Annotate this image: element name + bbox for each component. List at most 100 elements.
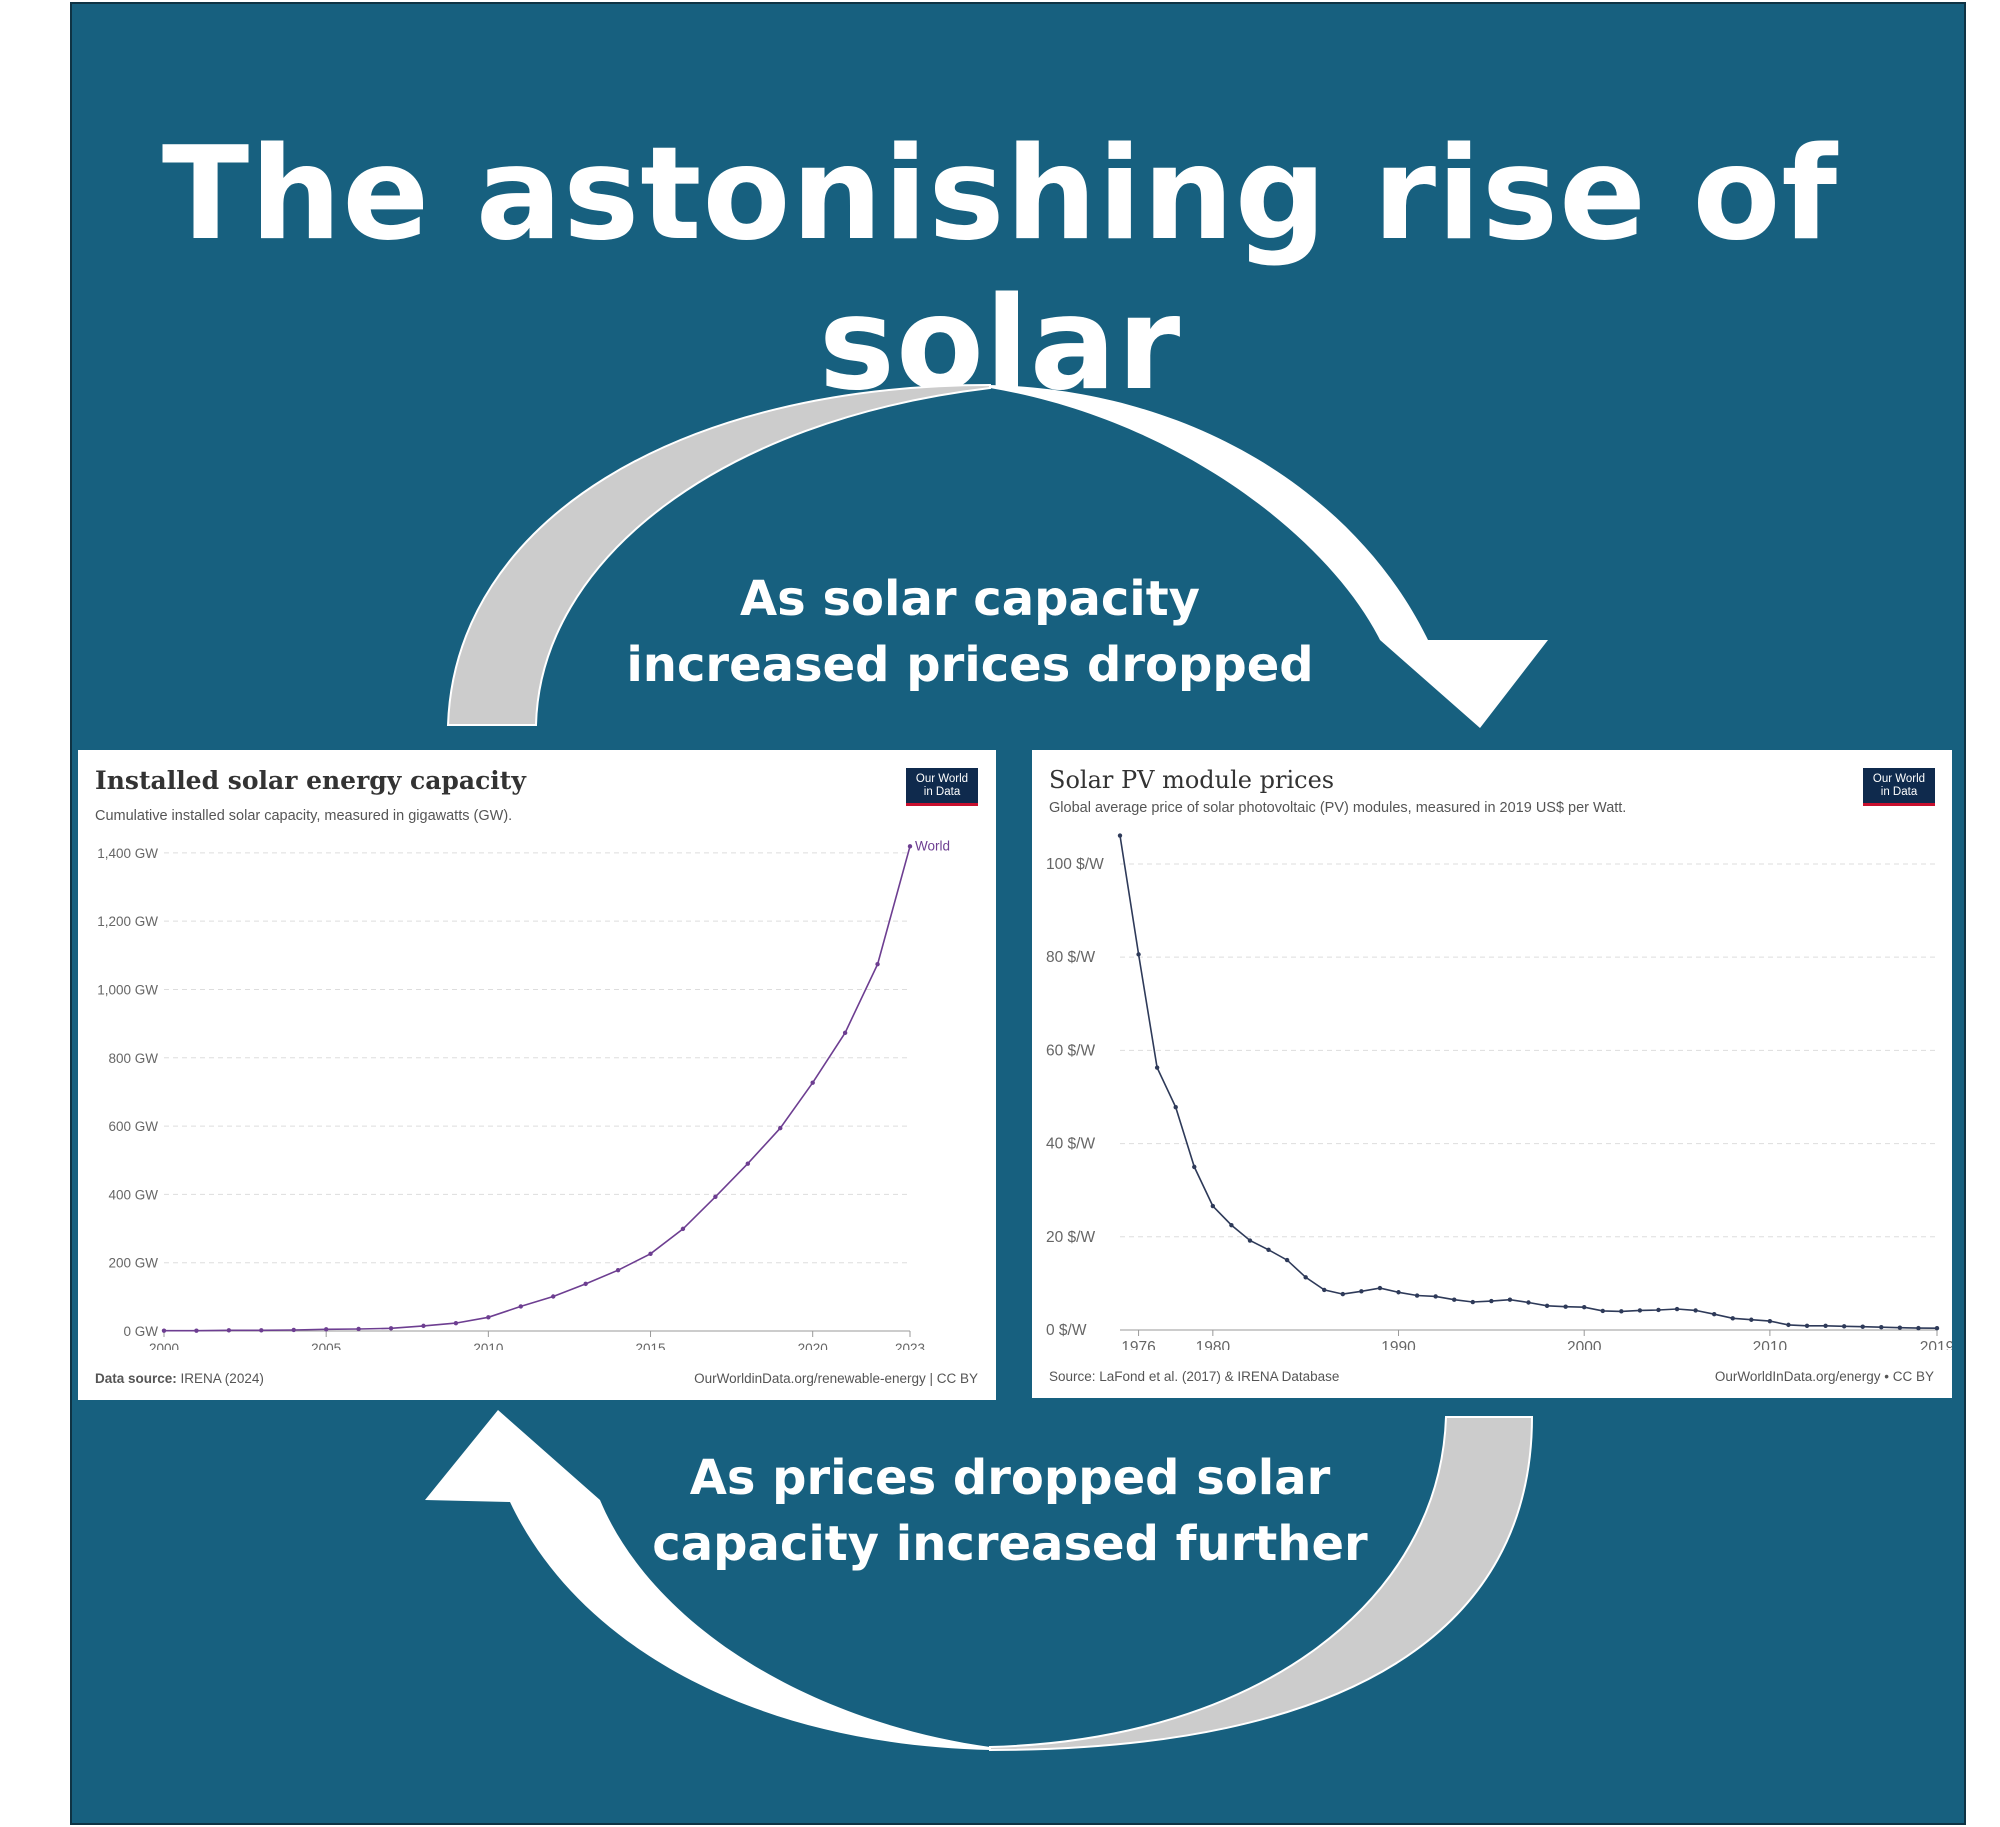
data-point: [1396, 1290, 1401, 1295]
data-point: [356, 1326, 361, 1332]
data-point: [453, 1320, 459, 1326]
data-point: [1154, 1065, 1160, 1070]
data-point: [1377, 1285, 1383, 1291]
data-point: [194, 1328, 199, 1333]
data-point: [1897, 1325, 1903, 1330]
caption-top: As solar capacity increased prices dropp…: [570, 566, 1370, 698]
data-point: [1136, 952, 1141, 957]
data-point: [1600, 1308, 1605, 1314]
series-label: World: [915, 838, 950, 853]
owid-logo[interactable]: Our World in Data: [1863, 768, 1935, 806]
chart-source: Source: LaFond et al. (2017) & IRENA Dat…: [1049, 1369, 1340, 1384]
y-tick-label: 800 GW: [108, 1051, 158, 1066]
x-tick-label: 1990: [1381, 1339, 1416, 1350]
x-tick-label: 1980: [1196, 1339, 1231, 1350]
data-point: [323, 1327, 329, 1332]
data-point: [778, 1125, 783, 1131]
source-label: Data source:: [95, 1371, 177, 1386]
data-point: [1340, 1291, 1346, 1297]
data-point: [1192, 1164, 1197, 1170]
top-arrow-head: [990, 385, 1548, 728]
price-chart-plot: 0 $/W 20 $/W 40 $/W 60 $/W 80 $/W 100 $/W 1976…: [1046, 833, 1952, 1350]
data-point: [1229, 1222, 1234, 1228]
data-point: [388, 1326, 394, 1331]
x-tick-label: 2010: [1753, 1339, 1788, 1350]
data-point: [680, 1226, 686, 1232]
data-point: [1749, 1317, 1754, 1322]
logo-line2: in Data: [923, 786, 961, 798]
capacity-chart-card: Installed solar energy capacity Cumulati…: [78, 750, 996, 1400]
data-point: [1526, 1300, 1531, 1305]
y-tick-label: 0 GW: [123, 1324, 158, 1339]
data-point: [615, 1268, 621, 1273]
data-point: [1322, 1287, 1327, 1293]
y-tick-label: 20 $/W: [1046, 1229, 1095, 1246]
data-point: [1916, 1325, 1921, 1331]
y-tick-label: 600 GW: [108, 1119, 158, 1134]
data-point: [1210, 1203, 1216, 1209]
data-point: [226, 1328, 232, 1333]
chart-license-link[interactable]: OurWorldinData.org/renewable-energy | CC…: [694, 1371, 978, 1386]
data-point: [161, 1328, 167, 1333]
caption-bottom-line2: capacity increased further: [652, 1516, 1368, 1572]
data-point: [421, 1323, 426, 1329]
chart-subtitle: Cumulative installed solar capacity, mea…: [95, 808, 513, 824]
y-tick-label: 1,400 GW: [97, 846, 158, 861]
series-line: [1119, 835, 1938, 1330]
data-point: [1656, 1307, 1661, 1313]
data-point: [1637, 1308, 1643, 1313]
data-point: [907, 844, 913, 849]
data-point: [810, 1080, 815, 1085]
data-point: [875, 961, 880, 967]
logo-line1: Our World: [1872, 773, 1926, 785]
data-point: [1173, 1105, 1178, 1110]
data-point: [1693, 1308, 1698, 1313]
y-tick-label: 80 $/W: [1046, 949, 1095, 966]
data-point: [1266, 1247, 1271, 1253]
y-tick-label: 200 GW: [108, 1256, 158, 1271]
x-tick-label: 1976: [1121, 1339, 1155, 1350]
chart-title: Installed solar energy capacity: [95, 766, 526, 795]
data-point: [1934, 1326, 1940, 1331]
data-point: [1414, 1293, 1420, 1298]
chart-title: Solar PV module prices: [1049, 766, 1335, 794]
data-point: [1507, 1297, 1513, 1302]
chart-license-link[interactable]: OurWorldInData.org/energy • CC BY: [1714, 1369, 1934, 1384]
data-point: [1284, 1257, 1290, 1263]
chart-source: Data source: IRENA (2024): [95, 1371, 264, 1386]
x-tick-label: 2000: [149, 1341, 179, 1350]
source-text: IRENA (2024): [180, 1371, 264, 1386]
y-tick-label: 40 $/W: [1046, 1136, 1095, 1153]
data-point: [1786, 1322, 1791, 1328]
x-tick-label: 2000: [1567, 1339, 1602, 1350]
y-tick-label: 0 $/W: [1046, 1322, 1087, 1339]
data-point: [1804, 1323, 1810, 1329]
data-point: [1619, 1309, 1624, 1314]
y-tick-label: 1,000 GW: [97, 982, 158, 997]
data-point: [1767, 1318, 1773, 1324]
data-point: [583, 1281, 588, 1287]
page-title: The astonishing rise of solar: [161, 120, 1839, 419]
data-point: [648, 1251, 653, 1257]
data-point: [1544, 1303, 1550, 1308]
data-point: [1117, 833, 1123, 838]
data-point: [842, 1030, 848, 1036]
data-point: [713, 1194, 718, 1199]
data-point: [1879, 1325, 1884, 1330]
data-point: [1841, 1324, 1847, 1329]
bottom-arrow-head: [425, 1410, 990, 1750]
data-point: [1860, 1324, 1865, 1329]
caption-bottom: As prices dropped solar capacity increas…: [560, 1445, 1460, 1577]
data-point: [1711, 1311, 1717, 1317]
data-point: [1433, 1294, 1438, 1299]
y-tick-label: 1,200 GW: [97, 914, 158, 929]
series-line: [164, 846, 911, 1332]
y-tick-label: 60 $/W: [1046, 1042, 1095, 1059]
logo-line2: in Data: [1880, 786, 1918, 798]
owid-logo[interactable]: Our World in Data: [906, 768, 978, 806]
capacity-chart-plot: 0 GW 200 GW 400 GW 600 GW 800 GW 1,000 GW 1,20…: [97, 838, 950, 1350]
data-point: [745, 1161, 751, 1166]
y-tick-label: 400 GW: [108, 1187, 158, 1202]
logo-line1: Our World: [915, 773, 969, 785]
